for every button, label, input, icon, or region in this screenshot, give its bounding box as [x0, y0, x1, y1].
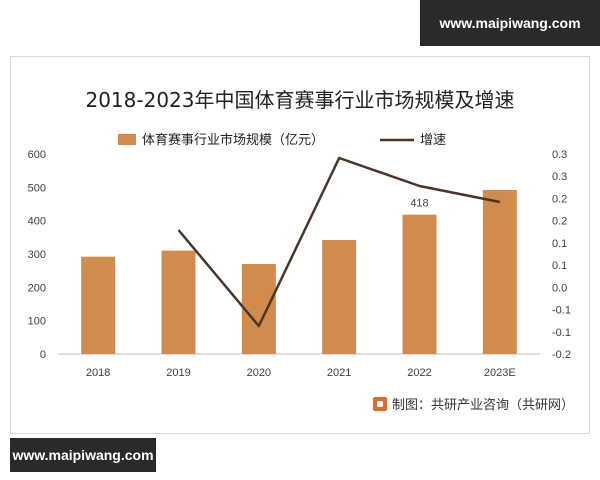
y-right-tick-label: 0.0	[552, 282, 567, 294]
x-tick-label: 2022	[407, 367, 431, 379]
y-left-tick-label: 200	[28, 282, 46, 294]
y-left-tick-label: 300	[28, 249, 46, 261]
y-left-tick-label: 600	[28, 149, 46, 161]
brand-logo-icon	[372, 396, 387, 411]
source-note: 制图：共研产业咨询（共研网）	[372, 394, 574, 413]
y-right-tick-label: -0.1	[552, 305, 571, 317]
growth-line	[177, 156, 501, 328]
watermark-bottom: www.maipiwang.com	[10, 438, 156, 472]
y-left-tick-label: 0	[40, 349, 46, 361]
y-right-tick-label: -0.2	[552, 349, 571, 361]
source-text: 制图：共研产业咨询（共研网）	[391, 398, 574, 413]
bar	[161, 250, 196, 354]
y-right-tick-label: 0.2	[552, 216, 567, 228]
y-right-tick-label: 0.3	[552, 171, 567, 183]
y-right-tick-label: -0.1	[552, 327, 571, 339]
y-left-tick-label: 400	[28, 216, 46, 228]
bar	[482, 190, 517, 354]
x-tick-label: 2020	[247, 367, 271, 379]
legend-line-label: 增速	[420, 133, 446, 148]
x-tick-label: 2018	[86, 367, 110, 379]
y-right-tick-label: 0.1	[552, 238, 567, 250]
x-tick-label: 2023E	[484, 367, 516, 379]
bar-data-label: 418	[410, 198, 428, 210]
bar	[322, 240, 357, 354]
legend-bar-label: 体育赛事行业市场规模（亿元）	[142, 132, 324, 148]
bar	[241, 264, 276, 354]
legend-bar-swatch	[118, 134, 136, 145]
y-left-tick-label: 500	[28, 182, 46, 194]
watermark-top: www.maipiwang.com	[420, 0, 600, 46]
y-right-tick-label: 0.3	[552, 149, 567, 161]
bar	[402, 214, 437, 354]
x-tick-label: 2021	[327, 367, 351, 379]
y-right-tick-label: 0.1	[552, 260, 567, 272]
x-tick-label: 2019	[166, 367, 190, 379]
chart-title: 2018-2023年中国体育赛事行业市场规模及增速	[85, 88, 515, 112]
y-right-tick-label: 0.2	[552, 193, 567, 205]
bar	[81, 256, 116, 354]
y-left-tick-label: 100	[28, 316, 46, 328]
